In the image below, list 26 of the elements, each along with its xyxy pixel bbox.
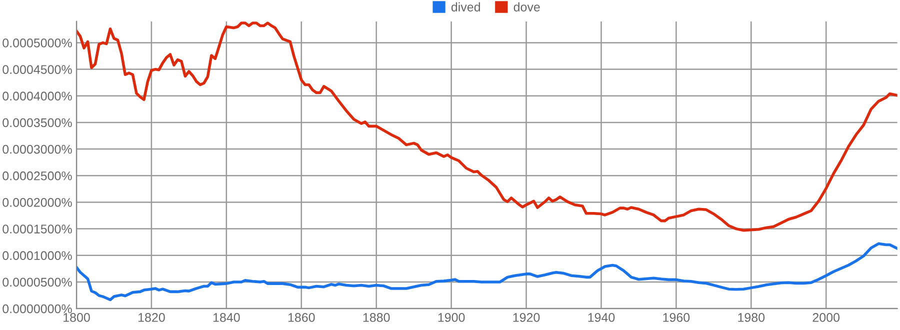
x-tick-label: 1940	[588, 313, 615, 322]
x-tick-label: 1800	[64, 313, 90, 322]
y-tick-label: 0.0002500%	[2, 171, 72, 180]
y-tick-label: 0.0001000%	[2, 251, 72, 260]
x-tick-label: 1980	[738, 313, 765, 322]
y-tick-label: 0.0004500%	[2, 65, 72, 74]
x-tick-label: 2000	[812, 313, 840, 322]
y-tick-label: 0.0000500%	[2, 278, 72, 287]
x-tick-label: 1920	[513, 313, 540, 322]
y-tick-label: 0.0005000%	[2, 38, 72, 48]
y-tick-label: 0.0002000%	[2, 198, 72, 207]
legend-label: dived	[451, 2, 480, 12]
line-series	[76, 22, 898, 232]
y-tick-label: 0.0003000%	[2, 144, 72, 154]
x-tick-label: 1860	[288, 313, 315, 322]
y-tick-label: 0.0001500%	[2, 224, 72, 234]
x-tick-label: 1840	[213, 313, 240, 322]
x-tick-label: 1900	[438, 313, 465, 322]
x-tick-label: 1880	[363, 313, 390, 322]
x-tick-label: 1820	[138, 313, 165, 322]
line-series	[76, 242, 898, 302]
x-tick-label: 1960	[663, 313, 690, 322]
legend-label: dove	[514, 2, 540, 12]
y-tick-label: 0.0003500%	[2, 118, 72, 128]
y-tick-label: 0.0000000%	[2, 304, 72, 314]
y-tick-label: 0.0004000%	[2, 92, 72, 101]
